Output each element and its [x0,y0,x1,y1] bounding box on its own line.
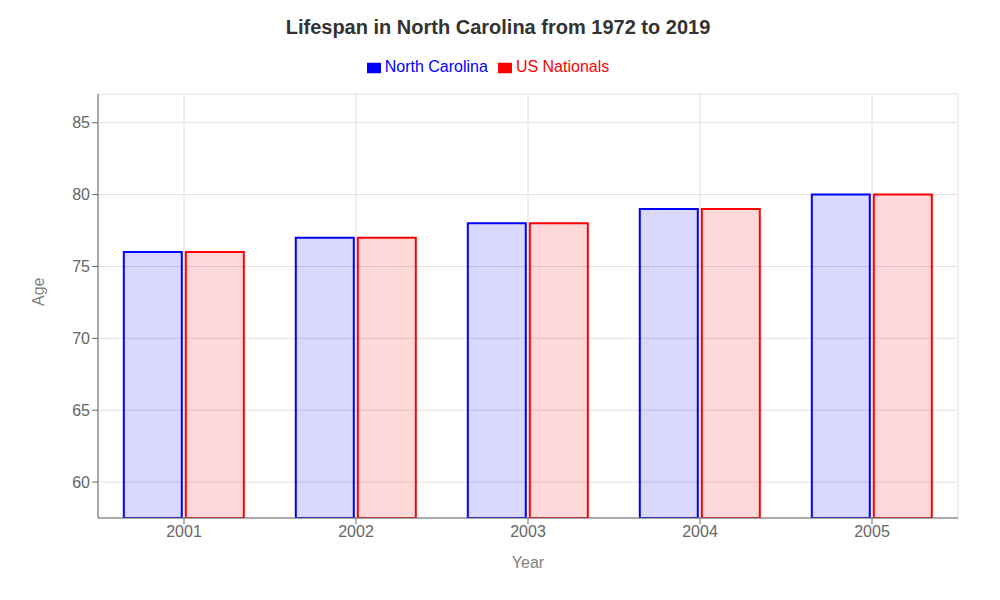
svg-text:2002: 2002 [338,523,374,540]
html-text:US Nationals: US Nationals [515,58,610,75]
svg-text:Age: Age [30,277,47,306]
svg-text:85: 85 [72,114,90,131]
svg-text:Year: Year [512,554,545,571]
html-text:Lifespan in North Carolina fro: Lifespan in North Carolina from 1972 to … [285,16,711,38]
svg-text:2004: 2004 [682,523,718,540]
svg-text:70: 70 [72,330,90,347]
svg-text:2005: 2005 [854,523,890,540]
svg-text:2001: 2001 [166,523,202,540]
svg-text:60: 60 [72,474,90,491]
svg-text:75: 75 [72,258,90,275]
svg-text:65: 65 [72,402,90,419]
html-text:North Carolina: North Carolina [384,58,488,75]
svg-text:80: 80 [72,186,90,203]
svg-text:2003: 2003 [510,523,546,540]
